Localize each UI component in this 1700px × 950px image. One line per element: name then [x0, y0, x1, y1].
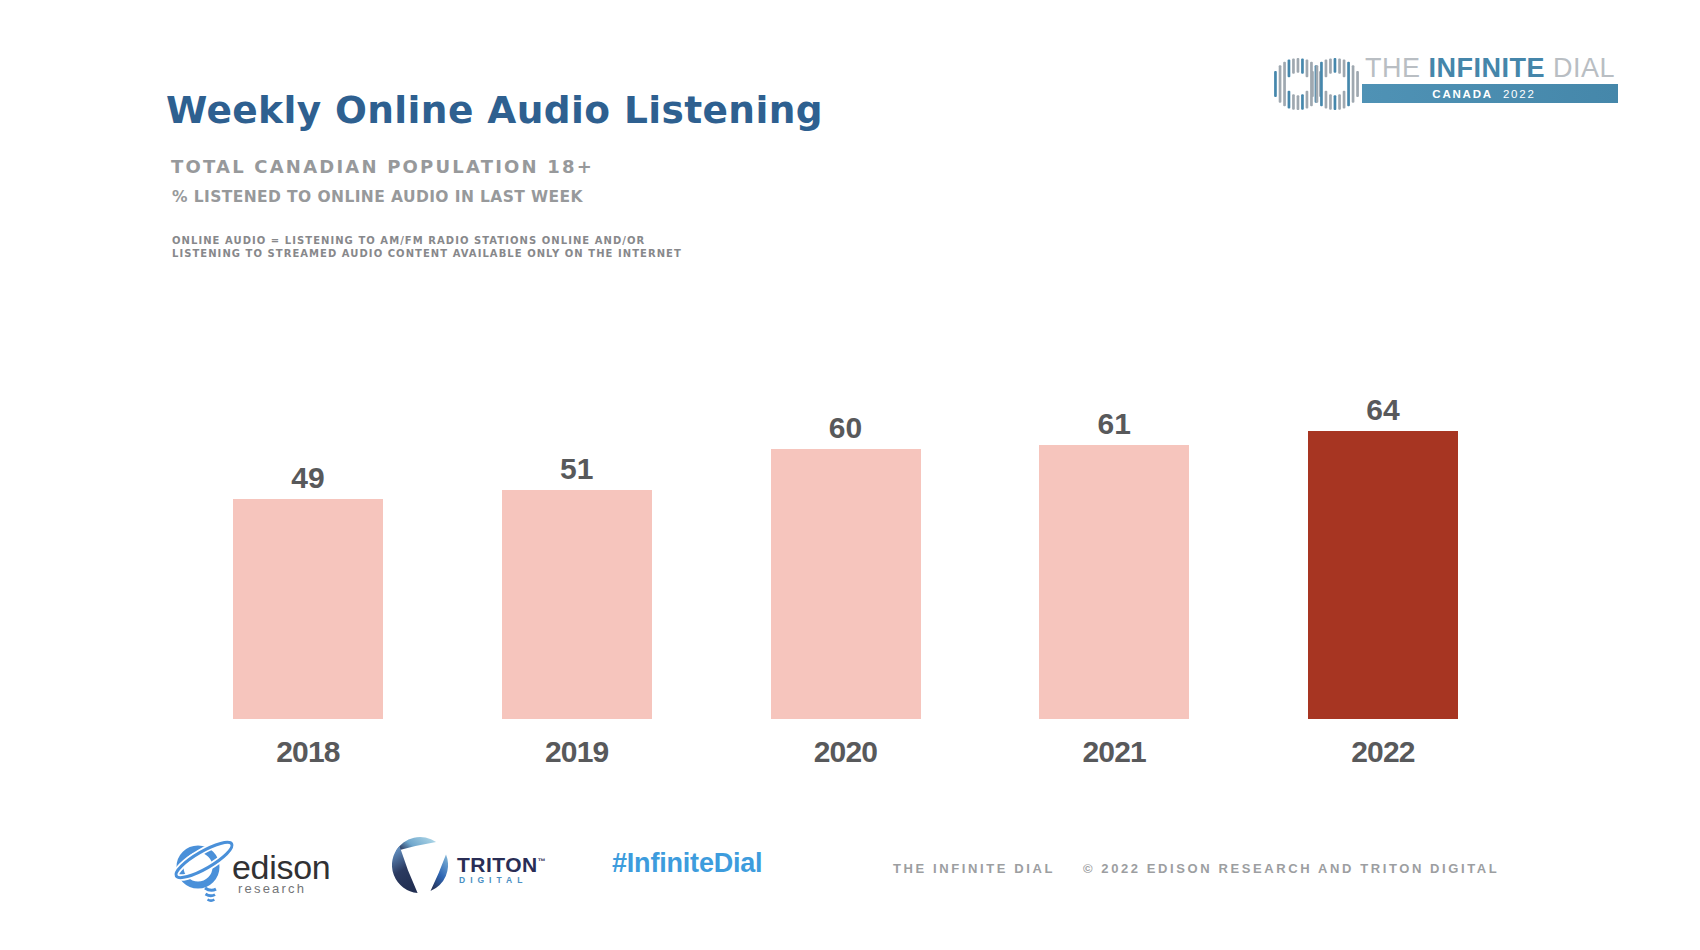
- bar-2021: [1039, 445, 1189, 720]
- bar-2018: [233, 499, 383, 720]
- bar-year-label-2022: 2022: [1308, 735, 1458, 769]
- bar-value-label-2018: 49: [233, 462, 383, 494]
- logo-word-the: THE: [1365, 53, 1421, 83]
- bar-year-label-2019: 2019: [502, 735, 652, 769]
- definition-note: ONLINE AUDIO = LISTENING TO AM/FM RADIO …: [172, 235, 682, 260]
- copyright-text: © 2022 EDISON RESEARCH AND TRITON DIGITA…: [1083, 862, 1499, 875]
- infinite-dial-logo: THE INFINITE DIAL: [1365, 55, 1615, 82]
- bar-value-label-2019: 51: [502, 453, 652, 485]
- trademark-symbol: ™: [538, 857, 547, 866]
- definition-note-line1: ONLINE AUDIO = LISTENING TO AM/FM RADIO …: [172, 235, 682, 248]
- logo-word-dial: DIAL: [1553, 53, 1615, 83]
- logo-word-infinite: INFINITE: [1429, 53, 1546, 83]
- copyright-line: THE INFINITE DIAL © 2022 EDISON RESEARCH…: [893, 862, 1499, 875]
- bar-2022: [1308, 431, 1458, 719]
- definition-note-line2: LISTENING TO STREAMED AUDIO CONTENT AVAI…: [172, 248, 682, 261]
- bar-value-label-2020: 60: [771, 412, 921, 444]
- triton-logo-text: TRITON™: [457, 854, 546, 875]
- copyright-brand: THE INFINITE DIAL: [893, 862, 1055, 875]
- edison-logo-subtext: research: [238, 881, 306, 896]
- bar-2019: [502, 490, 652, 720]
- infinity-waveform-icon: [1271, 52, 1363, 116]
- bar-2020: [771, 449, 921, 719]
- page-title: Weekly Online Audio Listening: [166, 92, 823, 130]
- hashtag-infinitedial: #InfiniteDial: [612, 850, 762, 877]
- slide: Weekly Online Audio Listening TOTAL CANA…: [0, 0, 1700, 950]
- bar-value-label-2021: 61: [1039, 408, 1189, 440]
- banner-year: 2022: [1503, 88, 1536, 100]
- bar-year-label-2020: 2020: [771, 735, 921, 769]
- subtitle-measure: % LISTENED TO ONLINE AUDIO IN LAST WEEK: [172, 190, 583, 206]
- triton-logo-subtext: DIGITAL: [459, 875, 527, 885]
- banner-country: CANADA: [1432, 88, 1493, 100]
- bar-value-label-2022: 64: [1308, 394, 1458, 426]
- bar-year-label-2021: 2021: [1039, 735, 1189, 769]
- edison-logo-text: edison: [232, 850, 330, 884]
- triton-digital-logo-icon: [392, 837, 448, 893]
- subtitle-population: TOTAL CANADIAN POPULATION 18+: [171, 158, 594, 176]
- bar-year-label-2018: 2018: [233, 735, 383, 769]
- canada-2022-banner: CANADA 2022: [1362, 84, 1618, 103]
